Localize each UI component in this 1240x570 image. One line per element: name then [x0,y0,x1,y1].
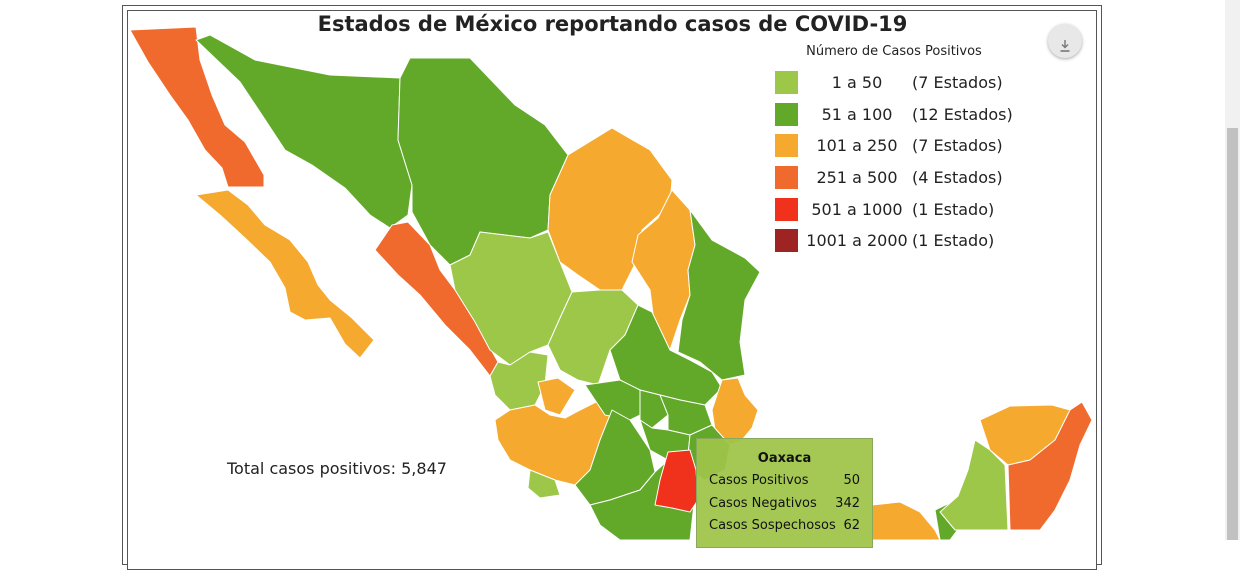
legend-count: (1 Estado) [912,199,995,219]
legend-count: (4 Estados) [912,168,1003,188]
legend: Número de Casos Positivos 1 a 50 (7 Esta… [762,44,1022,261]
tooltip-row: Casos Positivos 50 [697,473,872,496]
legend-swatch [775,197,798,221]
state-queretaro[interactable] [639,389,669,429]
download-icon [1060,39,1070,52]
legend-range: 51 a 100 [821,104,893,124]
legend-count: (12 Estados) [912,104,1013,124]
legend-swatch [775,71,798,94]
tooltip-value: 342 [835,495,860,511]
download-button[interactable] [1048,24,1082,58]
map-title: Estados de México reportando casos de CO… [317,12,908,36]
tooltip-value: 62 [843,518,860,533]
legend-swatch [775,102,798,126]
legend-item[interactable]: 1 a 50 (7 Estados) [762,71,1022,103]
legend-item[interactable]: 51 a 100 (12 Estados) [762,102,1022,135]
legend-count: (7 Estados) [912,136,1003,156]
legend-swatch [775,229,798,253]
legend-item[interactable]: 501 a 1000 (1 Estado) [762,197,1022,230]
tooltip-label: Casos Sospechosos [709,518,836,533]
state-tooltip: Oaxaca Casos Positivos 50 Casos Negativo… [696,438,873,548]
legend-range: 1 a 50 [831,73,883,92]
tooltip-label: Casos Negativos [709,495,817,511]
legend-range: 251 a 500 [816,168,898,188]
total-positive-cases: Total casos positivos: 5,847 [227,459,447,478]
legend-item[interactable]: 101 a 250 (7 Estados) [762,134,1022,166]
tooltip-row: Casos Negativos 342 [697,496,872,519]
legend-range: 101 a 250 [816,136,898,156]
state-coahuila[interactable] [547,127,673,291]
state-colima[interactable] [527,469,561,499]
legend-swatch [775,134,798,158]
state-sonora[interactable] [195,34,413,229]
mexico-map [129,26,1093,540]
state-quintana-roo[interactable] [1007,401,1093,531]
legend-swatch [775,166,798,190]
state-chiapas[interactable] [871,501,941,540]
legend-range: 1001 a 2000 [806,231,908,251]
legend-count: (7 Estados) [912,73,1003,92]
state-aguascalientes[interactable] [537,377,576,416]
state-nayarit[interactable] [489,351,549,411]
legend-item[interactable]: 1001 a 2000 (1 Estado) [762,229,1022,261]
tooltip-state-name: Oaxaca [757,451,812,466]
tooltip-row: Casos Sospechosos 62 [697,518,872,541]
scrollbar-thumb[interactable] [1227,128,1238,540]
tooltip-value: 50 [843,473,860,488]
tooltip-label: Casos Positivos [709,473,809,488]
state-baja-california[interactable] [129,26,265,188]
state-campeche[interactable] [939,439,1009,531]
legend-range: 501 a 1000 [811,199,903,219]
state-oaxaca[interactable] [654,449,699,513]
legend-item[interactable]: 251 a 500 (4 Estados) [762,166,1022,198]
state-baja-california-sur[interactable] [195,189,375,359]
legend-title: Número de Casos Positivos [806,44,982,59]
legend-count: (1 Estado) [912,231,995,251]
